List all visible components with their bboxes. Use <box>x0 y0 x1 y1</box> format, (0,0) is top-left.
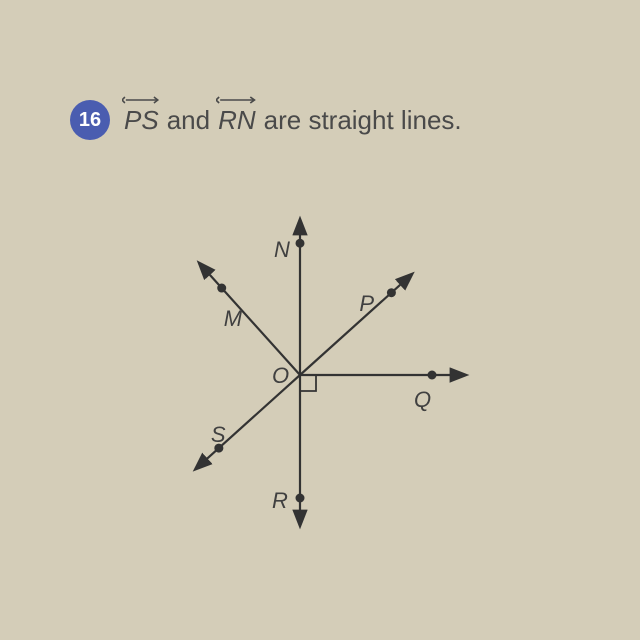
ray-label-n: N <box>274 237 290 263</box>
line-rn: RN <box>218 105 256 136</box>
diagram-svg <box>130 175 500 545</box>
line-ps-text: PS <box>124 105 159 135</box>
line-ps: PS <box>124 105 159 136</box>
line-rn-text: RN <box>218 105 256 135</box>
problem-number-badge: 16 <box>70 100 110 140</box>
ray-label-p: P <box>359 291 374 317</box>
mid-text: and <box>167 105 210 136</box>
page-container: 16 PS and <box>0 0 640 640</box>
ray-label-s: S <box>211 422 226 448</box>
ray-label-q: Q <box>414 387 431 413</box>
tail-text: are straight lines. <box>264 105 462 136</box>
line-rn-over-arrow <box>216 95 258 105</box>
line-ps-over-arrow <box>122 95 161 105</box>
origin-label: O <box>272 363 289 389</box>
statement-text: PS and RN are straight lines. <box>124 105 462 136</box>
ray-label-m: M <box>224 306 242 332</box>
ray-label-r: R <box>272 488 288 514</box>
problem-statement: 16 PS and <box>70 100 600 140</box>
problem-number: 16 <box>79 109 101 132</box>
geometry-diagram: N P Q R S M O <box>130 175 500 545</box>
